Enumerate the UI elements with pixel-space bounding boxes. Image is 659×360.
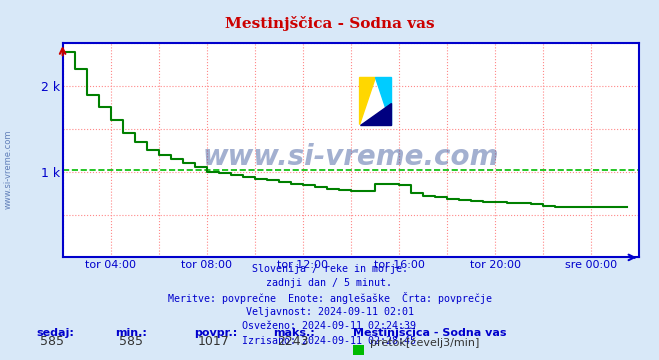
Text: Meritve: povprečne  Enote: anglešaške  Črta: povprečje: Meritve: povprečne Enote: anglešaške Črt…: [167, 292, 492, 304]
Text: Mestinjščica - Sodna vas: Mestinjščica - Sodna vas: [353, 327, 506, 338]
Text: 585: 585: [119, 336, 142, 348]
Text: Veljavnost: 2024-09-11 02:01: Veljavnost: 2024-09-11 02:01: [246, 307, 413, 317]
Text: Slovenija / reke in morje.: Slovenija / reke in morje.: [252, 264, 407, 274]
Text: pretok[čevelj3/min]: pretok[čevelj3/min]: [370, 338, 480, 348]
Text: sedaj:: sedaj:: [36, 328, 74, 338]
Text: Izrisano: 2024-09-11 02:28:45: Izrisano: 2024-09-11 02:28:45: [243, 336, 416, 346]
Text: www.si-vreme.com: www.si-vreme.com: [3, 130, 13, 209]
Text: min.:: min.:: [115, 328, 147, 338]
Text: 585: 585: [40, 336, 63, 348]
Polygon shape: [360, 103, 391, 125]
Text: Osveženo: 2024-09-11 02:24:39: Osveženo: 2024-09-11 02:24:39: [243, 321, 416, 331]
Text: povpr.:: povpr.:: [194, 328, 238, 338]
Polygon shape: [376, 77, 391, 125]
Text: 1017: 1017: [198, 336, 229, 348]
Text: zadnji dan / 5 minut.: zadnji dan / 5 minut.: [266, 278, 393, 288]
Polygon shape: [360, 77, 376, 125]
Text: maks.:: maks.:: [273, 328, 315, 338]
Text: Mestinjščica - Sodna vas: Mestinjščica - Sodna vas: [225, 16, 434, 31]
Text: 2243: 2243: [277, 336, 308, 348]
Text: www.si-vreme.com: www.si-vreme.com: [203, 143, 499, 171]
